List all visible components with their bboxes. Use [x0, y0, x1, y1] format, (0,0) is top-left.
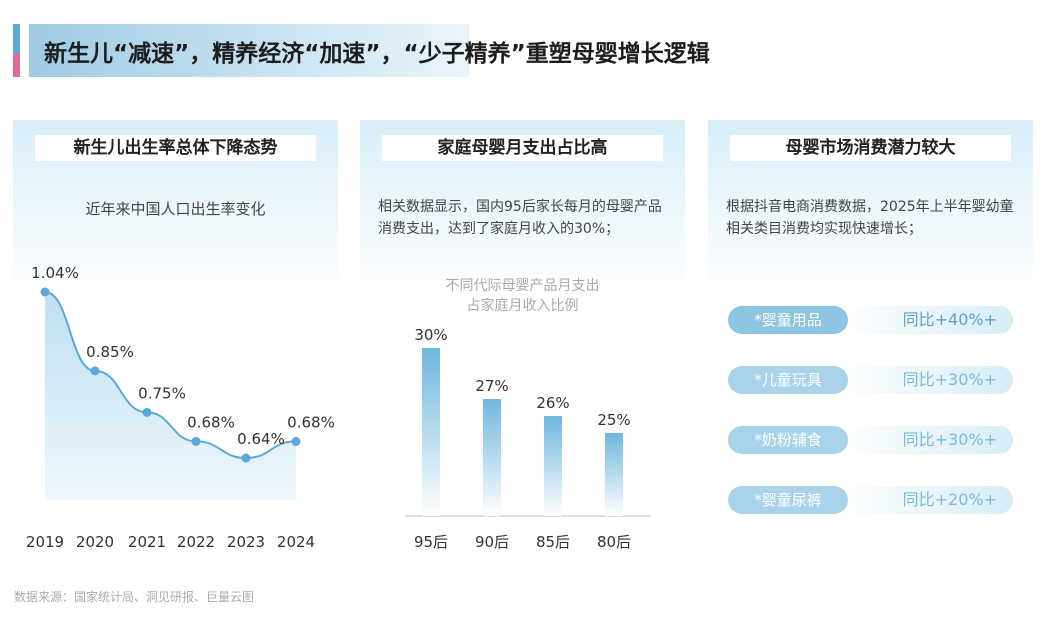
category-label: *婴童用品: [728, 306, 848, 334]
category-growth-item: *奶粉辅食 同比+30%+: [728, 426, 1013, 454]
data-label: 27%: [475, 377, 508, 395]
line-point: [191, 436, 201, 446]
x-tick-label: 2019: [26, 533, 64, 551]
growth-value: 同比+40%+: [902, 310, 997, 329]
x-tick-label: 2023: [227, 533, 265, 551]
growth-value: 同比+20%+: [902, 490, 997, 509]
line-point: [142, 407, 152, 417]
x-tick-label: 2020: [76, 533, 114, 551]
bar: [422, 348, 440, 516]
category-label: *奶粉辅食: [728, 426, 848, 454]
panel-text: 根据抖音电商消费数据，2025年上半年婴幼童相关类目消费均实现快速增长；: [726, 199, 1014, 237]
x-tick-label: 2022: [177, 533, 215, 551]
bar: [605, 433, 623, 516]
x-tick-label: 2021: [128, 533, 166, 551]
panel-title: 家庭母婴月支出占比高: [382, 135, 663, 161]
line-point: [40, 287, 50, 297]
data-source: 数据来源：国家统计局、洞见研报、巨量云图: [14, 590, 255, 604]
data-label: 0.85%: [86, 343, 134, 361]
x-tick-label: 95后: [414, 533, 448, 551]
data-label: 0.68%: [187, 413, 235, 431]
title-banner: [29, 24, 469, 77]
line-point: [291, 436, 301, 446]
data-label: 25%: [597, 411, 630, 429]
data-label: 26%: [536, 394, 569, 412]
chart-title: 不同代际母婴产品月支出 占家庭月收入比例: [445, 278, 600, 314]
chart-subtitle: 近年来中国人口出生率变化: [85, 200, 266, 218]
data-label: 0.68%: [287, 413, 335, 431]
panel-title: 母婴市场消费潜力较大: [730, 135, 1011, 161]
panel-spending: 家庭母婴月支出占比高 相关数据显示，国内95后家长每月的母婴产品消费支出，达到了…: [360, 120, 685, 555]
category-growth-item: *婴童用品 同比+40%+: [728, 306, 1013, 334]
category-growth-item: *儿童玩具 同比+30%+: [728, 366, 1013, 394]
x-tick-label: 90后: [475, 533, 509, 551]
category-label: *儿童玩具: [728, 366, 848, 394]
page-title: 新生儿“减速”，精养经济“加速”，“少子精养”重塑母婴增长逻辑: [44, 41, 710, 67]
line-area: [45, 292, 296, 500]
x-tick-label: 80后: [597, 533, 631, 551]
title-accent: [13, 24, 20, 77]
data-label: 0.64%: [237, 430, 285, 448]
growth-value: 同比+30%+: [902, 430, 997, 449]
x-tick-label: 2024: [277, 533, 315, 551]
data-label: 30%: [414, 326, 447, 344]
data-label: 0.75%: [138, 384, 186, 402]
category-label: *婴童尿裤: [728, 486, 848, 514]
x-tick-label: 85后: [536, 533, 570, 551]
panel-potential: 母婴市场消费潜力较大 根据抖音电商消费数据，2025年上半年婴幼童相关类目消费均…: [708, 120, 1033, 555]
panel-text: 相关数据显示，国内95后家长每月的母婴产品消费支出，达到了家庭月收入的30%；: [378, 199, 662, 237]
line-point: [241, 453, 251, 463]
data-label: 1.04%: [31, 264, 79, 282]
line-point: [90, 366, 100, 376]
category-growth-item: *婴童尿裤 同比+20%+: [728, 486, 1013, 514]
growth-value: 同比+30%+: [902, 370, 997, 389]
bar: [544, 416, 562, 516]
bar: [483, 399, 501, 516]
panel-title: 新生儿出生率总体下降态势: [35, 135, 316, 161]
